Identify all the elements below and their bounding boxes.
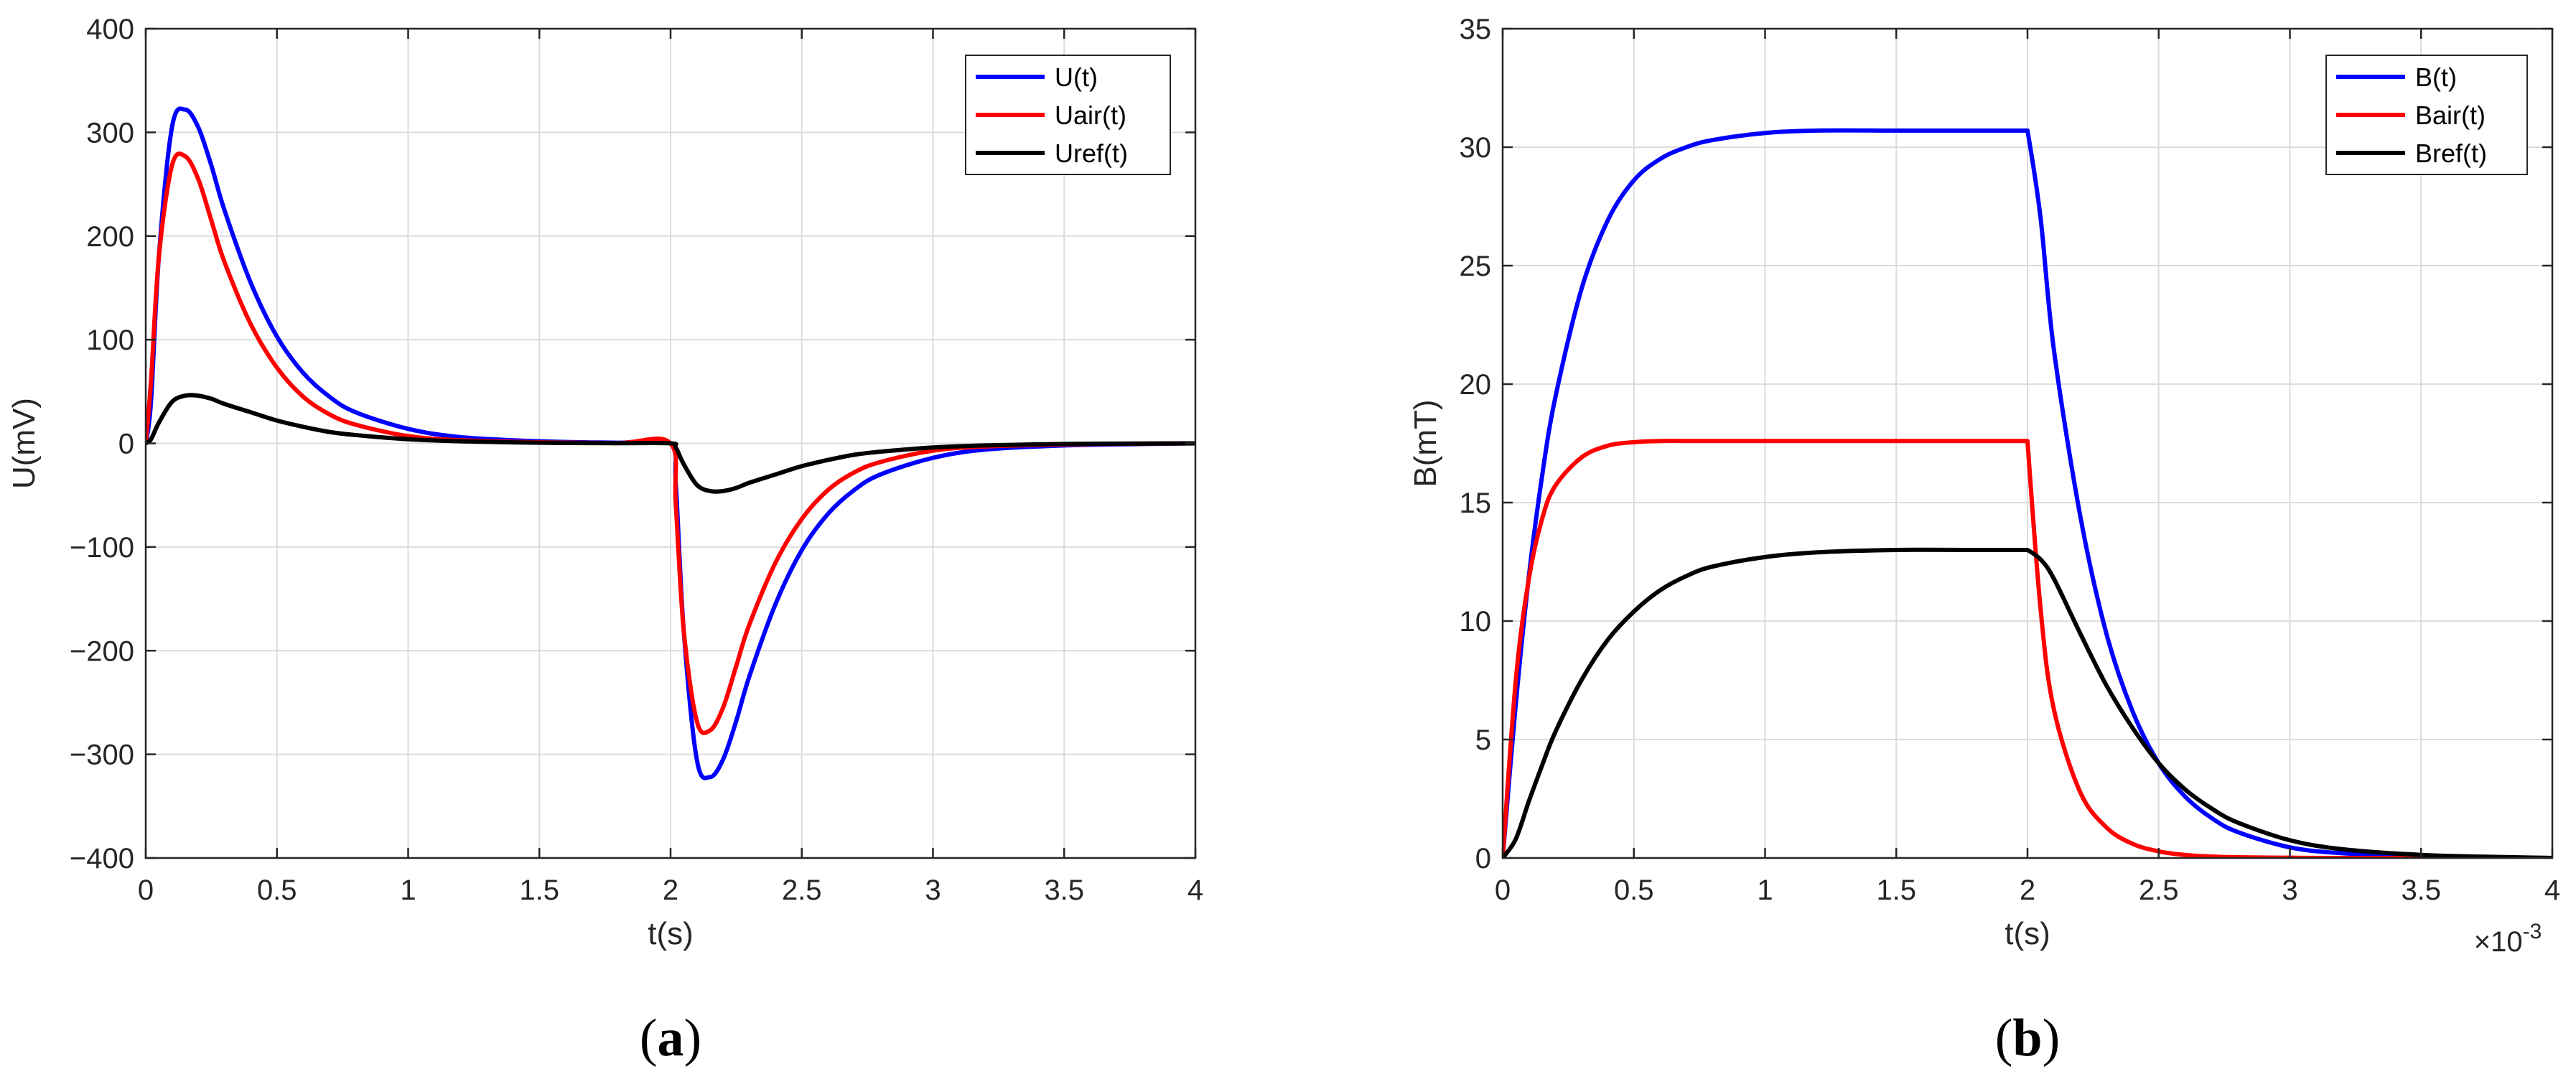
x-tick-label: 3: [925, 875, 941, 906]
x-tick-label: 3: [2282, 875, 2297, 906]
y-tick-label: −400: [70, 843, 134, 875]
x-tick-label: 4: [1187, 875, 1203, 906]
x-tick-label: 1.5: [519, 875, 559, 906]
legend-entry-label: Uair(t): [1055, 101, 1126, 130]
y-tick-label: −300: [70, 740, 134, 771]
panel-label: (b): [1995, 1009, 2060, 1068]
x-tick-label: 2.5: [2139, 875, 2179, 906]
y-tick-label: 5: [1475, 724, 1491, 756]
panel-a-chart: 0 0.5 1 1.5 2 2.5 3 3.5 4 −400 −300 −200 −100 0 100 200…: [6, 14, 1203, 1068]
legend-entry-label: U(t): [1055, 62, 1098, 92]
x-axis-label: t(s): [648, 916, 694, 951]
y-tick-label: 20: [1460, 369, 1492, 401]
series-group: [146, 106, 1195, 780]
y-tick-label: 400: [86, 14, 134, 45]
y-axis-label: B(mT): [1408, 399, 1443, 487]
y-tick-label: 200: [86, 221, 134, 253]
x-tick-label: 4: [2544, 875, 2560, 906]
legend-entry-label: Uref(t): [1055, 139, 1128, 168]
y-tick-label: 35: [1460, 14, 1492, 45]
x-axis-multiplier-base: ×10: [2474, 926, 2523, 958]
x-tick-label: 0: [138, 875, 154, 906]
y-tick-label: 30: [1460, 132, 1492, 164]
y-tick-label: 100: [86, 325, 134, 356]
y-axis-label: U(mV): [6, 398, 42, 489]
y-tick-label: 15: [1460, 488, 1492, 519]
panel-label: (a): [640, 1009, 701, 1068]
x-axis-multiplier-exponent: -3: [2523, 920, 2542, 943]
y-tick-label: 25: [1460, 251, 1492, 282]
y-tick-label: 0: [118, 429, 134, 460]
panel-b-chart: 0 0.5 1 1.5 2 2.5 3 3.5 4 0 5 10 15 20 25 30 35 t(s) B(mT)…: [1408, 14, 2560, 1068]
panel-label-close-paren: ): [2043, 1009, 2061, 1068]
panel-label-letter: a: [658, 1009, 684, 1068]
panel-label-letter: b: [2012, 1009, 2042, 1068]
y-tick-label: 10: [1460, 606, 1492, 638]
x-tick-label: 0: [1495, 875, 1511, 906]
x-tick-label: 0.5: [257, 875, 297, 906]
panel-label-close-paren: ): [684, 1009, 702, 1068]
x-axis-label: t(s): [2005, 916, 2050, 951]
series-line-bt: [1503, 128, 2552, 858]
y-tick-label: 0: [1475, 843, 1491, 875]
legend-entry-label: Bref(t): [2415, 139, 2487, 168]
x-tick-label: 1: [400, 875, 416, 906]
x-tick-label: 3.5: [1044, 875, 1084, 906]
x-tick-label: 1: [1757, 875, 1773, 906]
x-tick-label: 2: [2020, 875, 2035, 906]
y-tick-label: −200: [70, 635, 134, 667]
series-line-breft: [1503, 547, 2552, 858]
y-tick-label: −100: [70, 532, 134, 564]
panel-label-open-paren: (: [640, 1009, 658, 1068]
x-tick-label: 2.5: [782, 875, 822, 906]
legend-entry-label: B(t): [2415, 62, 2457, 92]
x-axis-multiplier: ×10-3: [2474, 920, 2542, 958]
x-tick-label: 1.5: [1876, 875, 1916, 906]
panel-label-open-paren: (: [1995, 1009, 2013, 1068]
legend-entry-label: Bair(t): [2415, 101, 2486, 130]
y-tick-label: 300: [86, 117, 134, 149]
series-line-ureft: [146, 393, 1195, 494]
x-tick-label: 2: [663, 875, 678, 906]
x-tick-label: 0.5: [1614, 875, 1654, 906]
x-tick-label: 3.5: [2401, 875, 2441, 906]
